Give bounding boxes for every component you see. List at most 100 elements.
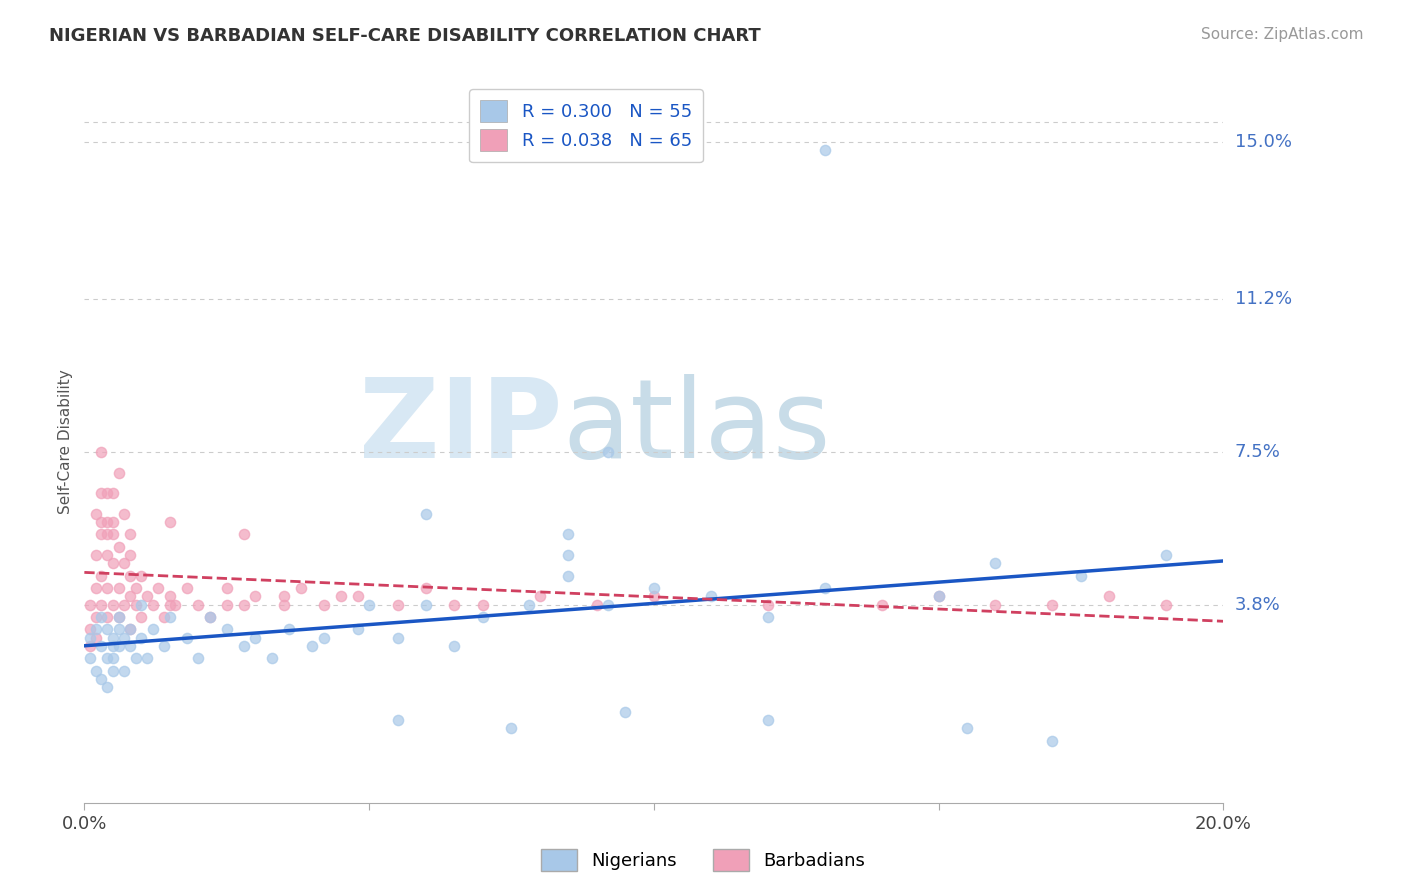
- Point: [118, 548, 141, 562]
- Point: [346, 623, 368, 637]
- Point: [124, 581, 146, 595]
- Point: [198, 610, 221, 624]
- Point: [312, 598, 335, 612]
- Point: [90, 527, 112, 541]
- Point: [346, 590, 368, 604]
- Point: [112, 557, 135, 571]
- Point: [107, 466, 129, 480]
- Point: [159, 610, 181, 624]
- Point: [870, 598, 893, 612]
- Text: ZIP: ZIP: [360, 374, 562, 481]
- Point: [557, 548, 579, 562]
- Point: [90, 672, 112, 686]
- Point: [101, 486, 124, 500]
- Point: [107, 610, 129, 624]
- Point: [557, 527, 579, 541]
- Text: 11.2%: 11.2%: [1234, 290, 1292, 308]
- Point: [90, 515, 112, 529]
- Point: [232, 598, 254, 612]
- Point: [415, 507, 437, 521]
- Point: [586, 598, 609, 612]
- Point: [598, 598, 620, 612]
- Point: [84, 548, 107, 562]
- Point: [387, 631, 409, 645]
- Point: [290, 581, 312, 595]
- Point: [273, 598, 295, 612]
- Point: [928, 590, 950, 604]
- Point: [112, 598, 135, 612]
- Point: [700, 590, 723, 604]
- Point: [107, 540, 129, 554]
- Point: [90, 610, 112, 624]
- Point: [529, 590, 551, 604]
- Point: [1042, 734, 1064, 748]
- Point: [142, 623, 165, 637]
- Point: [165, 598, 187, 612]
- Point: [90, 568, 112, 582]
- Point: [96, 680, 118, 694]
- Point: [84, 664, 107, 678]
- Point: [142, 598, 165, 612]
- Point: [262, 651, 284, 665]
- Point: [643, 581, 665, 595]
- Point: [90, 639, 112, 653]
- Point: [101, 639, 124, 653]
- Point: [131, 610, 153, 624]
- Point: [312, 631, 335, 645]
- Point: [96, 610, 118, 624]
- Point: [112, 631, 135, 645]
- Point: [131, 568, 153, 582]
- Point: [643, 590, 665, 604]
- Point: [96, 581, 118, 595]
- Text: atlas: atlas: [562, 374, 831, 481]
- Point: [198, 610, 221, 624]
- Point: [96, 651, 118, 665]
- Point: [79, 651, 101, 665]
- Point: [112, 664, 135, 678]
- Point: [90, 445, 112, 459]
- Point: [124, 598, 146, 612]
- Point: [118, 568, 141, 582]
- Point: [517, 598, 540, 612]
- Point: [101, 651, 124, 665]
- Point: [232, 527, 254, 541]
- Point: [136, 651, 159, 665]
- Point: [443, 639, 465, 653]
- Point: [84, 507, 107, 521]
- Point: [96, 486, 118, 500]
- Point: [90, 598, 112, 612]
- Point: [96, 548, 118, 562]
- Point: [329, 590, 352, 604]
- Point: [131, 598, 153, 612]
- Point: [956, 722, 979, 736]
- Point: [387, 598, 409, 612]
- Point: [107, 581, 129, 595]
- Point: [159, 515, 181, 529]
- Point: [79, 598, 101, 612]
- Point: [215, 581, 238, 595]
- Point: [232, 639, 254, 653]
- Point: [756, 598, 779, 612]
- Point: [1098, 590, 1121, 604]
- Point: [301, 639, 323, 653]
- Point: [245, 631, 267, 645]
- Point: [112, 507, 135, 521]
- Point: [96, 623, 118, 637]
- Point: [984, 557, 1007, 571]
- Point: [278, 623, 301, 637]
- Point: [153, 610, 176, 624]
- Point: [215, 623, 238, 637]
- Point: [187, 651, 209, 665]
- Point: [984, 598, 1007, 612]
- Point: [176, 631, 198, 645]
- Point: [118, 623, 141, 637]
- Point: [79, 631, 101, 645]
- Point: [756, 713, 779, 727]
- Point: [1042, 598, 1064, 612]
- Point: [96, 527, 118, 541]
- Text: NIGERIAN VS BARBADIAN SELF-CARE DISABILITY CORRELATION CHART: NIGERIAN VS BARBADIAN SELF-CARE DISABILI…: [49, 27, 761, 45]
- Point: [84, 623, 107, 637]
- Text: 3.8%: 3.8%: [1234, 596, 1281, 614]
- Point: [107, 639, 129, 653]
- Point: [415, 598, 437, 612]
